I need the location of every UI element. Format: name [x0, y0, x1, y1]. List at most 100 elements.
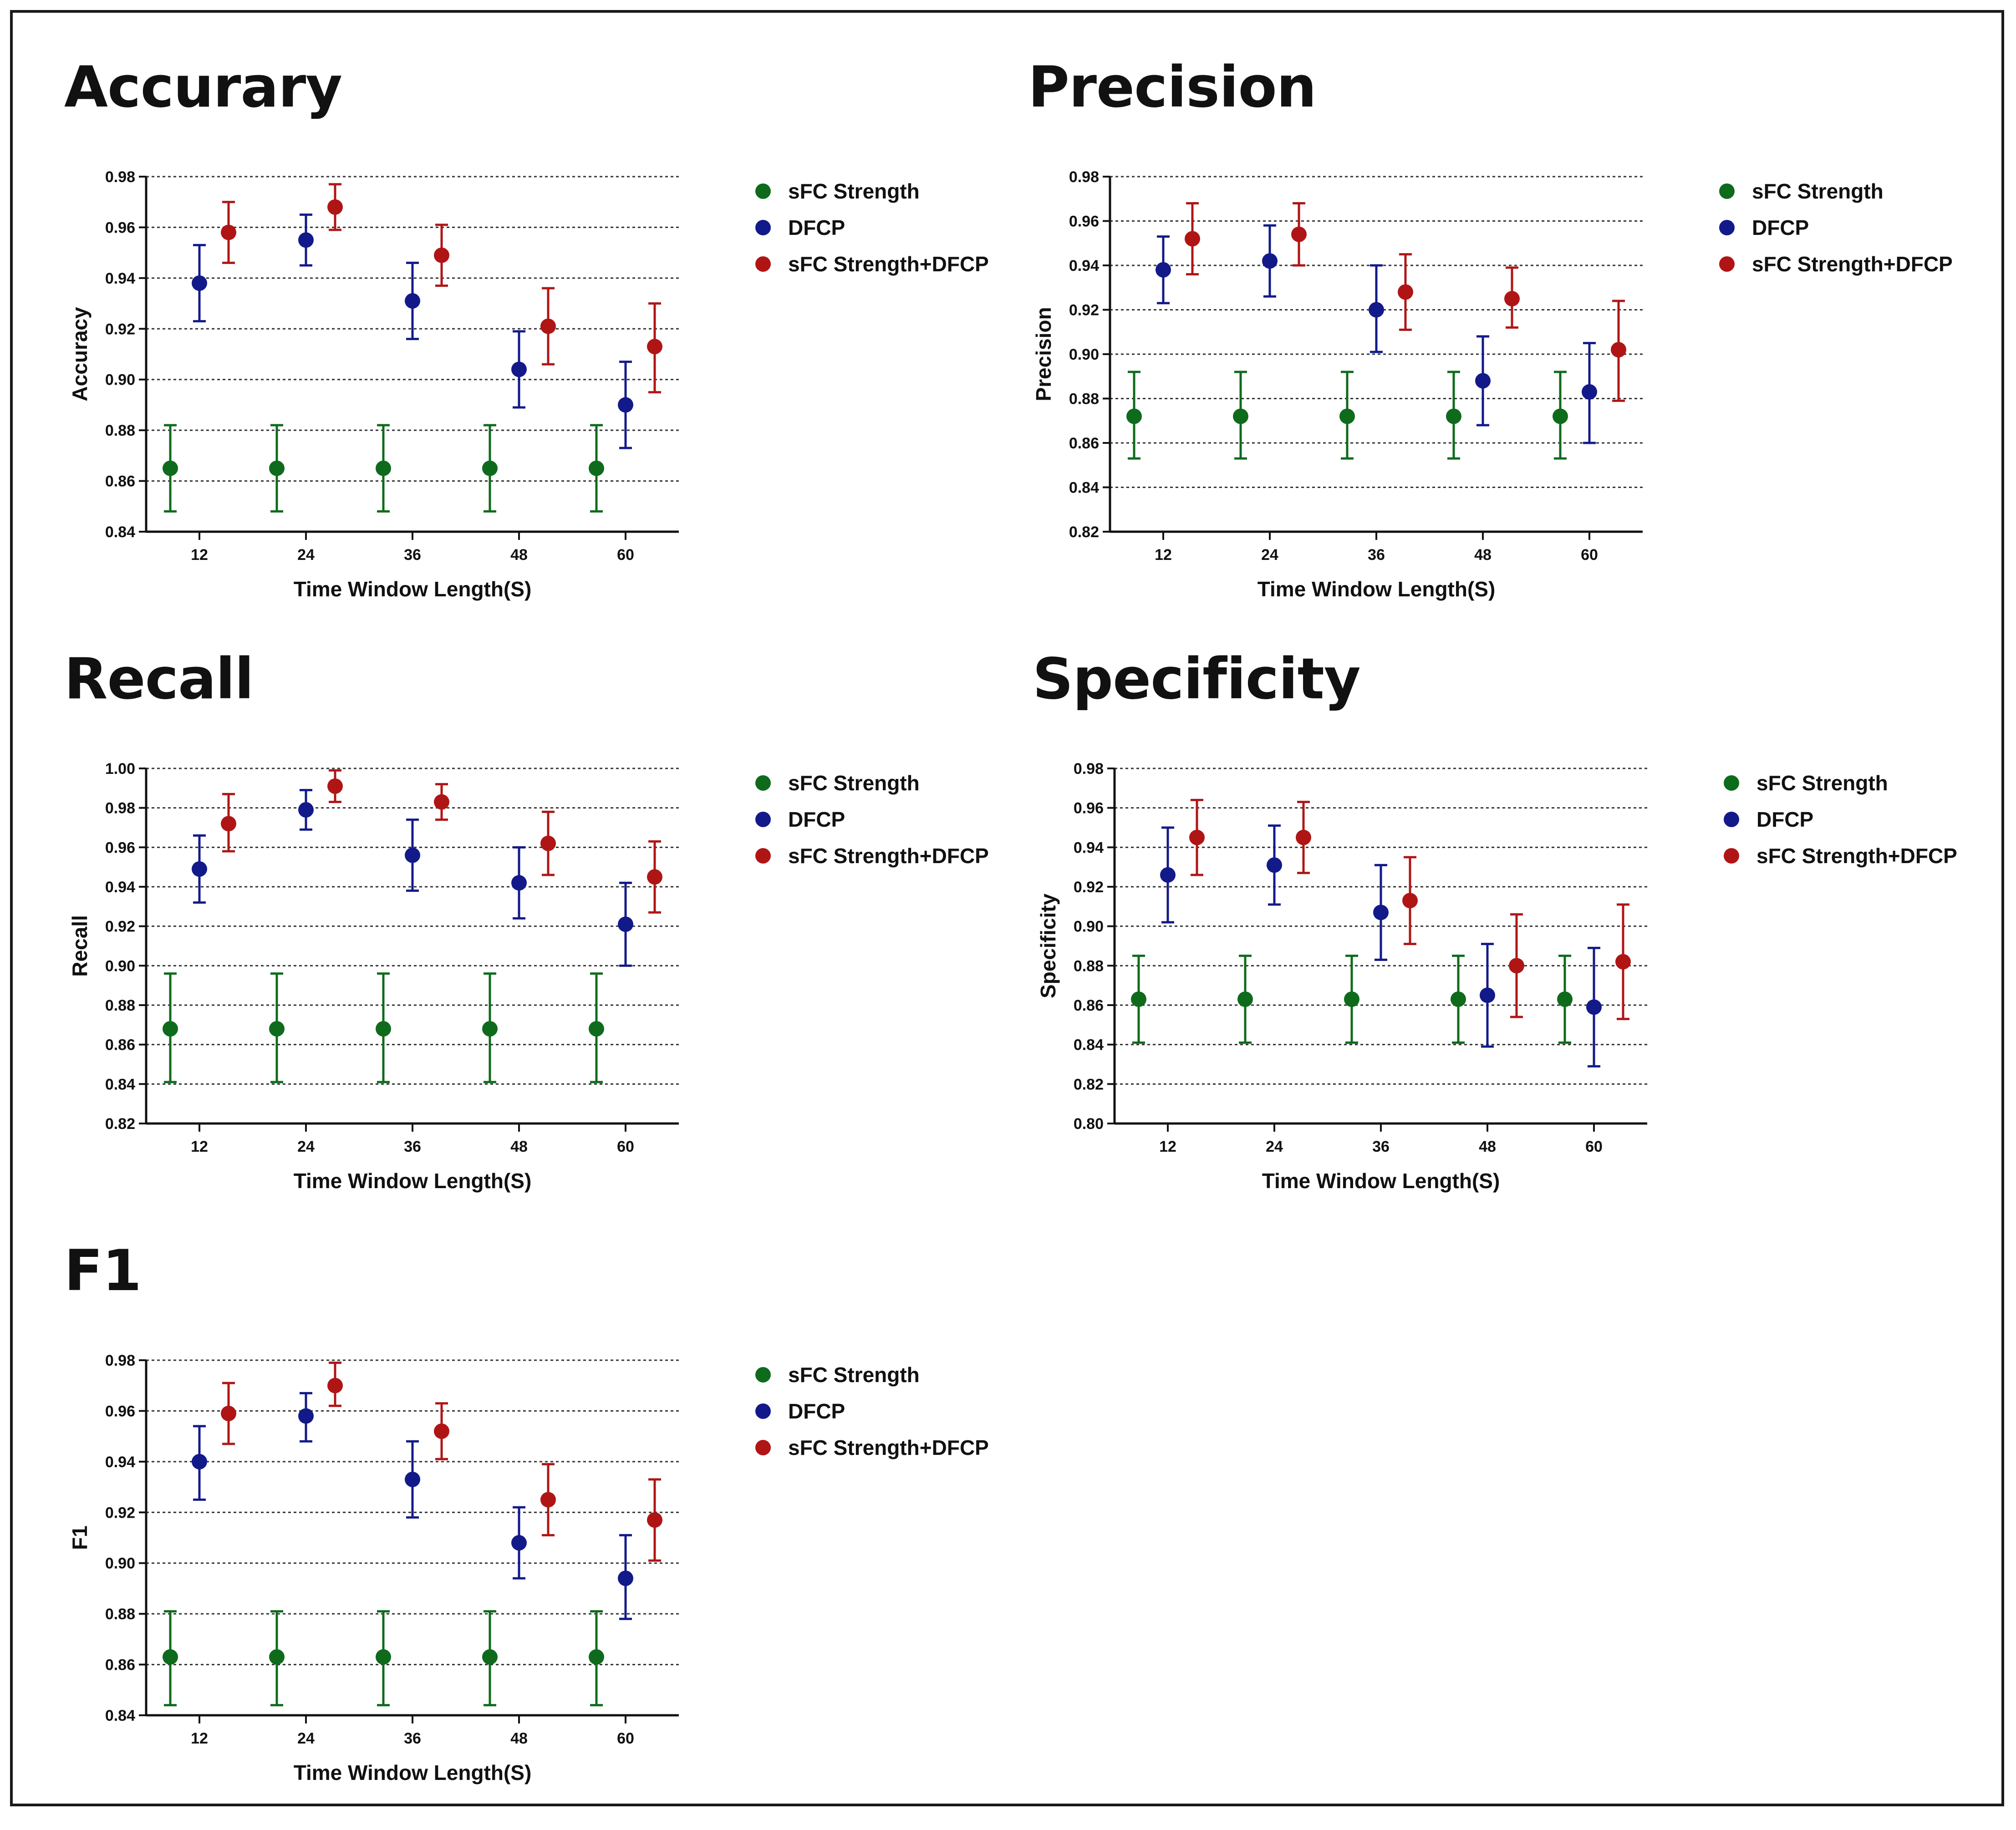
legend-label: DFCP: [788, 808, 845, 831]
legend-marker: [1724, 812, 1739, 827]
y-tick-label: 0.98: [105, 168, 135, 186]
legend-label: sFC Strength+DFCP: [788, 844, 989, 868]
legend-marker: [755, 775, 771, 791]
y-tick-label: 0.86: [105, 1037, 135, 1054]
data-point: [589, 460, 604, 476]
data-point: [1615, 954, 1631, 970]
y-tick-label: 0.84: [1074, 1037, 1104, 1054]
data-point: [192, 861, 207, 877]
x-tick-label: 48: [1479, 1138, 1496, 1155]
data-point: [482, 1649, 498, 1665]
x-axis-title: Time Window Length(S): [1262, 1169, 1500, 1193]
y-axis-title: Accuracy: [68, 307, 92, 402]
x-tick-label: 12: [191, 1730, 208, 1747]
y-tick-label: 0.98: [1074, 760, 1104, 778]
legend-marker: [755, 1403, 771, 1419]
data-point: [647, 869, 662, 885]
data-point: [1557, 991, 1573, 1007]
x-tick-label: 12: [1155, 546, 1172, 564]
precision-chart: 0.82 0.84 0.86 0.88 0.90 0.92 0.94 0.96 0.98 12 24…: [1032, 168, 1953, 601]
y-axis-title: Specificity: [1036, 894, 1060, 999]
legend-marker: [1719, 220, 1735, 235]
y-tick-label: 0.90: [1074, 918, 1104, 935]
data-point: [647, 1512, 662, 1528]
data-point: [1131, 991, 1146, 1007]
chart-panel-specificity: Specificity 0.80 0.82 0.84 0.86 0.88 0.90 0.92…: [1033, 646, 1989, 1238]
y-tick-label: 0.92: [105, 918, 135, 935]
y-tick-label: 0.80: [1074, 1115, 1104, 1133]
data-point: [163, 1649, 178, 1665]
data-point: [1296, 829, 1311, 845]
data-point: [618, 1571, 633, 1586]
data-point: [327, 1378, 343, 1393]
y-tick-label: 0.88: [105, 1606, 135, 1623]
data-point: [1185, 231, 1200, 247]
y-tick-label: 0.94: [105, 270, 135, 287]
data-point: [1582, 384, 1597, 400]
legend-marker: [755, 256, 771, 272]
x-tick-label: 24: [297, 1138, 315, 1155]
legend-label: sFC Strength: [1756, 771, 1888, 795]
data-point: [540, 835, 556, 851]
data-point: [1160, 867, 1176, 883]
data-point: [405, 847, 420, 863]
x-tick-label: 48: [510, 1138, 528, 1155]
x-tick-label: 36: [404, 1138, 421, 1155]
data-point: [1446, 408, 1461, 424]
x-tick-label: 36: [404, 546, 421, 564]
chart-title: Precision: [1028, 55, 1317, 120]
data-point: [1451, 991, 1466, 1007]
data-point: [1504, 291, 1520, 307]
y-tick-label: 0.84: [1069, 479, 1099, 497]
x-tick-label: 48: [1474, 546, 1492, 564]
legend-marker: [1724, 775, 1739, 791]
legend-label: DFCP: [1756, 808, 1813, 831]
y-tick-label: 0.94: [1069, 257, 1099, 274]
data-point: [1402, 893, 1418, 909]
x-tick-label: 60: [617, 1730, 634, 1747]
legend-label: sFC Strength+DFCP: [1756, 844, 1957, 868]
y-tick-label: 0.88: [1069, 391, 1099, 408]
y-tick-label: 0.90: [1069, 346, 1099, 363]
data-point: [434, 1423, 449, 1439]
chart-title: Accurary: [64, 55, 342, 120]
data-point: [163, 460, 178, 476]
specificity-chart: 0.80 0.82 0.84 0.86 0.88 0.90 0.92 0.94 0.96 0.98…: [1036, 760, 1957, 1193]
x-tick-label: 24: [297, 546, 315, 564]
chart-panel-precision: Precision 0.82 0.84 0.86 0.88 0.90 0.92 0.94 0.…: [1028, 55, 1984, 646]
data-point: [1291, 226, 1307, 242]
y-tick-label: 0.92: [1074, 879, 1104, 896]
data-point: [405, 293, 420, 309]
chart-panel-accuracy: Accurary 0.84 0.86 0.88 0.90 0.92 0.94 0.96 0.9…: [64, 55, 1020, 646]
x-axis-title: Time Window Length(S): [294, 577, 532, 601]
data-point: [192, 1454, 207, 1469]
legend-marker: [1719, 256, 1735, 272]
y-tick-label: 0.94: [1074, 839, 1104, 856]
data-point: [1339, 408, 1355, 424]
data-point: [1373, 905, 1389, 920]
chart-title: F1: [64, 1238, 142, 1304]
data-point: [269, 1021, 285, 1037]
y-tick-label: 0.84: [105, 1707, 135, 1724]
data-point: [376, 1021, 391, 1037]
legend-marker: [755, 848, 771, 864]
legend-label: sFC Strength: [788, 1363, 920, 1387]
data-point: [511, 875, 527, 891]
data-point: [1156, 262, 1171, 278]
y-tick-label: 0.92: [105, 1504, 135, 1521]
y-tick-label: 0.82: [1069, 524, 1099, 541]
x-tick-label: 48: [510, 1730, 528, 1747]
chart-panel-recall: Recall 0.82 0.84 0.86 0.88 0.90 0.92 0.94 0.96 0…: [64, 646, 1020, 1238]
x-tick-label: 24: [1261, 546, 1278, 564]
y-tick-label: 0.94: [105, 1454, 135, 1471]
legend-marker: [755, 812, 771, 827]
y-tick-label: 0.98: [105, 1352, 135, 1369]
data-point: [327, 199, 343, 215]
data-point: [221, 1406, 236, 1421]
legend-label: DFCP: [1752, 216, 1809, 239]
y-tick-label: 1.00: [105, 760, 135, 778]
x-axis-title: Time Window Length(S): [294, 1761, 532, 1784]
legend-marker: [755, 1440, 771, 1455]
data-point: [1398, 284, 1413, 300]
data-point: [540, 318, 556, 334]
